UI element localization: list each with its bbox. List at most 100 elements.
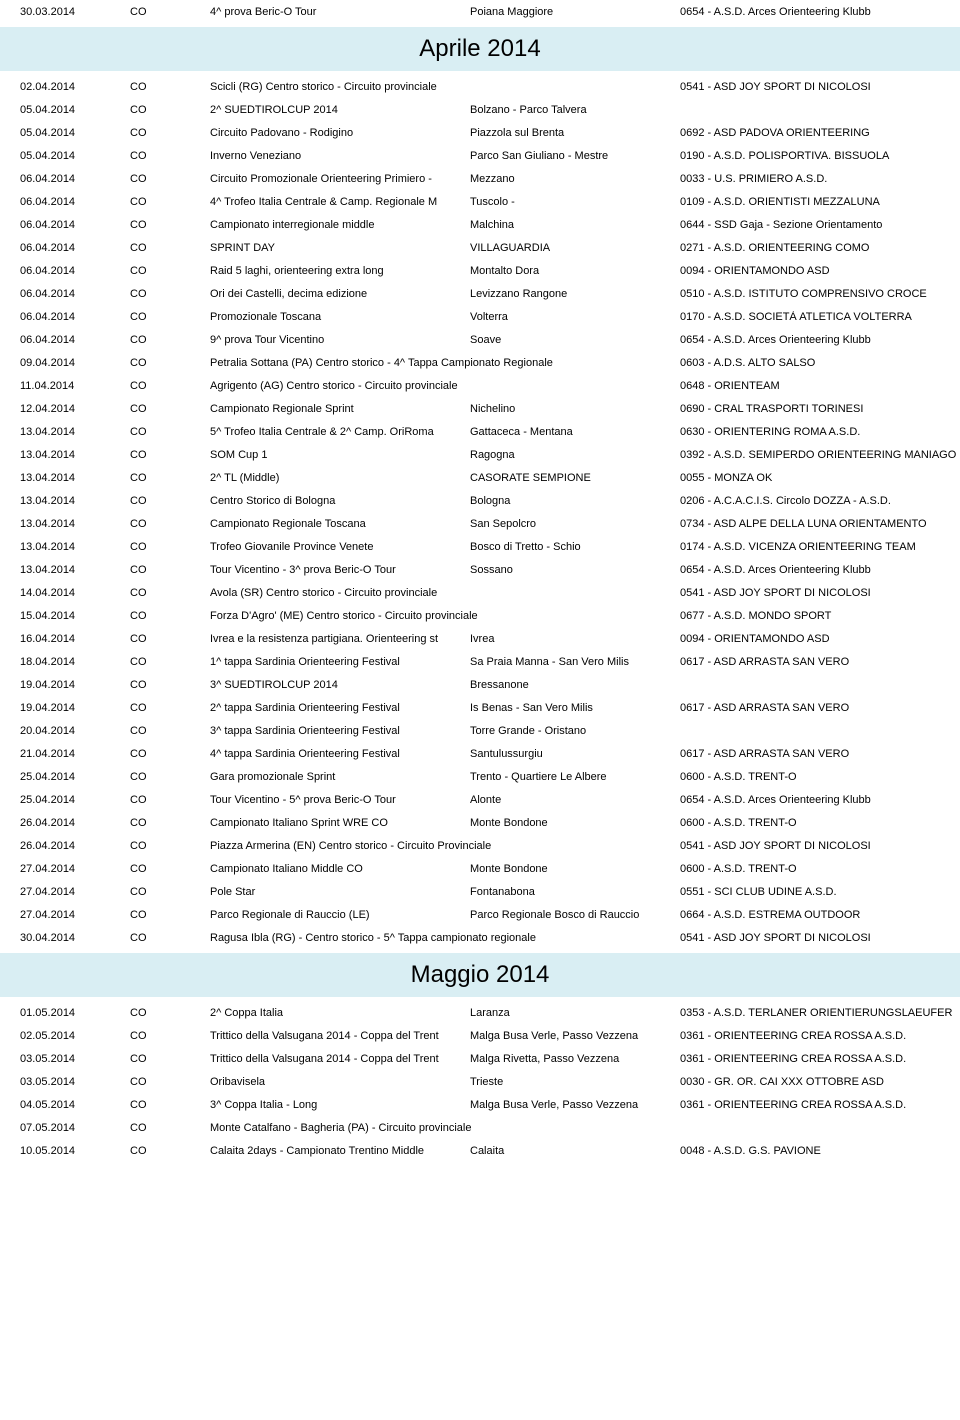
cell-event: 1^ tappa Sardinia Orienteering Festival: [210, 656, 470, 668]
cell-club: 0654 - A.S.D. Arces Orienteering Klubb: [680, 334, 960, 346]
cell-club: 0541 - ASD JOY SPORT DI NICOLOSI: [680, 932, 960, 944]
cell-club: 0541 - ASD JOY SPORT DI NICOLOSI: [680, 81, 960, 93]
cell-date: 06.04.2014: [0, 196, 130, 208]
table-row: 27.04.2014COParco Regionale di Rauccio (…: [0, 903, 960, 926]
cell-date: 07.05.2014: [0, 1122, 130, 1134]
cell-type: CO: [130, 1007, 210, 1019]
cell-location: Trento - Quartiere Le Albere: [470, 771, 680, 783]
cell-event: Ragusa Ibla (RG) - Centro storico - 5^ T…: [210, 932, 680, 944]
cell-club: 0353 - A.S.D. TERLANER ORIENTIERUNGSLAEU…: [680, 1007, 960, 1019]
cell-event: Ori dei Castelli, decima edizione: [210, 288, 470, 300]
cell-type: CO: [130, 449, 210, 461]
cell-location: Malchina: [470, 219, 680, 231]
cell-club: 0055 - MONZA OK: [680, 472, 960, 484]
cell-date: 19.04.2014: [0, 702, 130, 714]
table-row: 03.05.2014COOribaviselaTrieste0030 - GR.…: [0, 1070, 960, 1093]
cell-event: Campionato Italiano Middle CO: [210, 863, 470, 875]
cell-type: CO: [130, 817, 210, 829]
table-row: 27.04.2014COCampionato Italiano Middle C…: [0, 857, 960, 880]
table-row: 30.03.2014CO4^ prova Beric-O TourPoiana …: [0, 0, 960, 23]
table-row: 06.04.2014CO4^ Trofeo Italia Centrale & …: [0, 190, 960, 213]
cell-club: 0600 - A.S.D. TRENT-O: [680, 817, 960, 829]
cell-club: 0361 - ORIENTEERING CREA ROSSA A.S.D.: [680, 1030, 960, 1042]
cell-date: 16.04.2014: [0, 633, 130, 645]
cell-type: CO: [130, 1122, 210, 1134]
cell-date: 27.04.2014: [0, 863, 130, 875]
cell-event: Piazza Armerina (EN) Centro storico - Ci…: [210, 840, 680, 852]
cell-club: 0190 - A.S.D. POLISPORTIVA. BISSUOLA: [680, 150, 960, 162]
table-row: 13.04.2014CO5^ Trofeo Italia Centrale & …: [0, 420, 960, 443]
event-table: 30.03.2014CO4^ prova Beric-O TourPoiana …: [0, 0, 960, 1162]
cell-event: SOM Cup 1: [210, 449, 470, 461]
cell-event: Pole Star: [210, 886, 470, 898]
cell-event: Monte Catalfano - Bagheria (PA) - Circui…: [210, 1122, 680, 1134]
cell-event: 2^ tappa Sardinia Orienteering Festival: [210, 702, 470, 714]
cell-event: Promozionale Toscana: [210, 311, 470, 323]
cell-location: Bolzano - Parco Talvera: [470, 104, 680, 116]
table-row: 19.04.2014CO2^ tappa Sardinia Orienteeri…: [0, 696, 960, 719]
table-row: 06.04.2014CORaid 5 laghi, orienteering e…: [0, 259, 960, 282]
cell-date: 13.04.2014: [0, 495, 130, 507]
cell-event: 3^ tappa Sardinia Orienteering Festival: [210, 725, 470, 737]
cell-location: Calaita: [470, 1145, 680, 1157]
cell-event: Petralia Sottana (PA) Centro storico - 4…: [210, 357, 680, 369]
table-row: 10.05.2014COCalaita 2days - Campionato T…: [0, 1139, 960, 1162]
cell-date: 13.04.2014: [0, 426, 130, 438]
table-row: 06.04.2014COCircuito Promozionale Orient…: [0, 167, 960, 190]
table-row: 04.05.2014CO3^ Coppa Italia - LongMalga …: [0, 1093, 960, 1116]
cell-club: 0030 - GR. OR. CAI XXX OTTOBRE ASD: [680, 1076, 960, 1088]
cell-event: Campionato Regionale Toscana: [210, 518, 470, 530]
cell-date: 03.05.2014: [0, 1053, 130, 1065]
cell-date: 06.04.2014: [0, 288, 130, 300]
cell-event: Avola (SR) Centro storico - Circuito pro…: [210, 587, 680, 599]
cell-date: 18.04.2014: [0, 656, 130, 668]
cell-type: CO: [130, 1030, 210, 1042]
table-row: 07.05.2014COMonte Catalfano - Bagheria (…: [0, 1116, 960, 1139]
table-row: 01.05.2014CO2^ Coppa ItaliaLaranza0353 -…: [0, 1001, 960, 1024]
cell-location: Bosco di Tretto - Schio: [470, 541, 680, 553]
cell-type: CO: [130, 564, 210, 576]
cell-event: 2^ TL (Middle): [210, 472, 470, 484]
cell-date: 13.04.2014: [0, 541, 130, 553]
cell-location: Laranza: [470, 1007, 680, 1019]
cell-type: CO: [130, 748, 210, 760]
cell-event: Trofeo Giovanile Province Venete: [210, 541, 470, 553]
cell-date: 26.04.2014: [0, 840, 130, 852]
cell-location: Ragogna: [470, 449, 680, 461]
cell-club: 0600 - A.S.D. TRENT-O: [680, 771, 960, 783]
cell-club: 0664 - A.S.D. ESTREMA OUTDOOR: [680, 909, 960, 921]
cell-type: CO: [130, 518, 210, 530]
table-row: 05.04.2014CO2^ SUEDTIROLCUP 2014Bolzano …: [0, 98, 960, 121]
cell-location: Malga Busa Verle, Passo Vezzena: [470, 1030, 680, 1042]
cell-event: Parco Regionale di Rauccio (LE): [210, 909, 470, 921]
table-row: 05.04.2014COCircuito Padovano - Rodigino…: [0, 121, 960, 144]
cell-club: 0654 - A.S.D. Arces Orienteering Klubb: [680, 6, 960, 18]
cell-type: CO: [130, 127, 210, 139]
cell-event: Agrigento (AG) Centro storico - Circuito…: [210, 380, 680, 392]
cell-date: 05.04.2014: [0, 104, 130, 116]
cell-type: CO: [130, 380, 210, 392]
cell-club: 0271 - A.S.D. ORIENTEERING COMO: [680, 242, 960, 254]
table-row: 20.04.2014CO3^ tappa Sardinia Orienteeri…: [0, 719, 960, 742]
cell-date: 06.04.2014: [0, 265, 130, 277]
cell-date: 27.04.2014: [0, 909, 130, 921]
cell-type: CO: [130, 196, 210, 208]
month-header: Aprile 2014: [0, 27, 960, 71]
cell-club: 0690 - CRAL TRASPORTI TORINESI: [680, 403, 960, 415]
cell-club: 0392 - A.S.D. SEMIPERDO ORIENTEERING MAN…: [680, 449, 960, 461]
cell-club: 0541 - ASD JOY SPORT DI NICOLOSI: [680, 587, 960, 599]
cell-location: Ivrea: [470, 633, 680, 645]
cell-type: CO: [130, 1145, 210, 1157]
cell-location: Gattaceca - Mentana: [470, 426, 680, 438]
cell-date: 05.04.2014: [0, 127, 130, 139]
cell-date: 06.04.2014: [0, 311, 130, 323]
cell-club: 0644 - SSD Gaja - Sezione Orientamento: [680, 219, 960, 231]
cell-date: 25.04.2014: [0, 794, 130, 806]
cell-date: 12.04.2014: [0, 403, 130, 415]
cell-location: Alonte: [470, 794, 680, 806]
cell-location: Parco San Giuliano - Mestre: [470, 150, 680, 162]
cell-type: CO: [130, 633, 210, 645]
cell-date: 02.04.2014: [0, 81, 130, 93]
cell-location: Mezzano: [470, 173, 680, 185]
cell-type: CO: [130, 242, 210, 254]
